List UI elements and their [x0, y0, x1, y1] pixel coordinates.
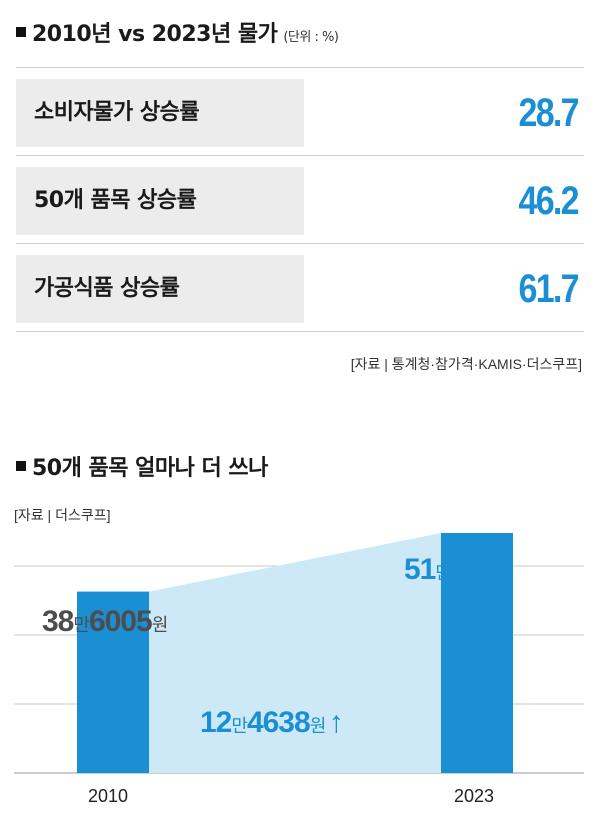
divider [16, 155, 584, 156]
x-tick-label: 2023 [454, 786, 495, 806]
value-label-part: 51 [404, 553, 436, 586]
value-label-part: 6005 [88, 605, 153, 638]
divider [16, 331, 584, 332]
divider [16, 243, 584, 244]
section1-unit: (단위 : %) [283, 30, 339, 45]
row-label: 가공식품 상승률 [34, 276, 180, 301]
row-value: 61.7 [518, 267, 580, 311]
row-background [16, 167, 304, 235]
row-label: 50개 품목 상승률 [34, 188, 197, 213]
section1-title-text: 2010년 vs 2023년 물가 [32, 22, 278, 47]
difference-area [149, 532, 441, 773]
x-tick-label: 2010 [88, 786, 129, 806]
square-bullet-icon [16, 27, 26, 37]
row-background [16, 255, 304, 323]
bar-2010 [77, 591, 149, 773]
difference-label-unit: 만 [231, 716, 248, 736]
value-label-part: 38 [42, 605, 74, 638]
value-label-unit: 만 [435, 563, 452, 583]
difference-label-part: 4638 [246, 706, 311, 739]
difference-label-unit: 원 [309, 716, 327, 736]
value-label-unit: 원 [151, 615, 169, 635]
section1-title: 2010년 vs 2023년 물가 (단위 : %) [16, 16, 339, 48]
up-arrow-icon: ↑ [328, 706, 344, 739]
difference-label: 12만4638원 ↑ [200, 706, 344, 740]
value-label-2010: 38만6005원 [42, 605, 169, 639]
row-value: 28.7 [518, 91, 580, 135]
section2-source: [자료 | 더스쿠프] [14, 507, 111, 523]
section2-title-text: 50개 품목 얼마나 더 쓰나 [32, 456, 268, 481]
row-label: 소비자물가 상승률 [34, 100, 200, 125]
value-label-part: 643 [450, 553, 499, 586]
row-background [16, 79, 304, 147]
section2-title: 50개 품목 얼마나 더 쓰나 [16, 450, 268, 482]
value-label-unit: 원 [498, 563, 515, 583]
row-value: 46.2 [518, 179, 580, 223]
divider [16, 67, 584, 68]
bar-2023 [441, 532, 513, 773]
value-label-unit: 만 [73, 615, 90, 635]
section1-source: [자료 | 통계청·참가격·KAMIS·더스쿠프] [350, 356, 582, 372]
difference-label-part: 12 [200, 706, 232, 739]
value-label-2023: 51만643원 [404, 553, 515, 587]
square-bullet-icon [16, 461, 26, 471]
